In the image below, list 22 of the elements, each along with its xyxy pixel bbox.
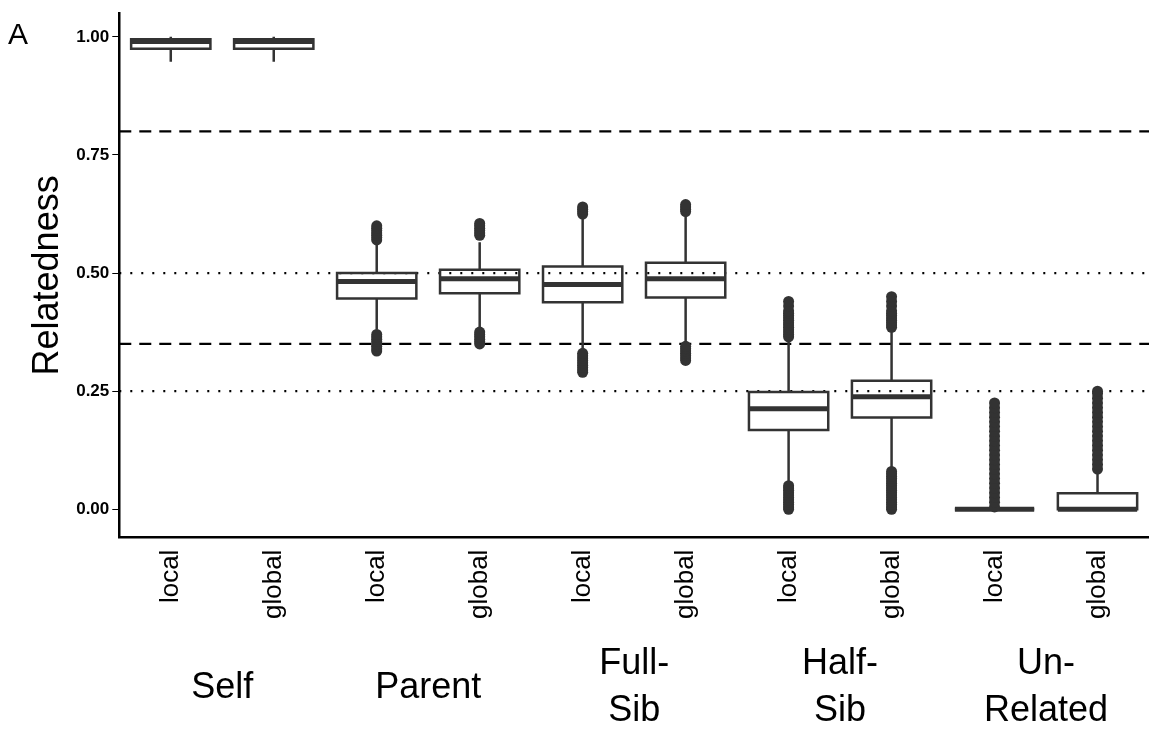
y-tick-label: 0.25 bbox=[76, 380, 110, 400]
x-tick-label: global bbox=[462, 549, 493, 620]
y-tick-label: 0.00 bbox=[76, 498, 110, 518]
y-tick-label: 0.50 bbox=[76, 262, 110, 282]
text: Un- Related bbox=[983, 641, 1109, 730]
x-tick-label: global bbox=[668, 549, 699, 620]
chart-title: A bbox=[8, 17, 29, 51]
x-tick-label: global bbox=[1080, 549, 1111, 620]
x-tick-label: local bbox=[153, 549, 184, 604]
text: Parent bbox=[375, 664, 482, 706]
x-tick-label: local bbox=[771, 549, 802, 604]
y-tick-label: 1.00 bbox=[76, 26, 110, 46]
text: Half- Sib bbox=[802, 641, 879, 730]
x-tick-label: local bbox=[977, 549, 1008, 604]
x-tick-label: local bbox=[359, 549, 390, 604]
text: Full- Sib bbox=[599, 641, 670, 730]
x-tick-label: global bbox=[256, 549, 287, 620]
x-tick-label: global bbox=[874, 549, 905, 620]
y-axis-title: Relatedness bbox=[24, 175, 66, 376]
y-tick-label: 0.75 bbox=[76, 144, 110, 164]
x-tick-label: local bbox=[565, 549, 596, 604]
text: Self bbox=[191, 664, 255, 706]
